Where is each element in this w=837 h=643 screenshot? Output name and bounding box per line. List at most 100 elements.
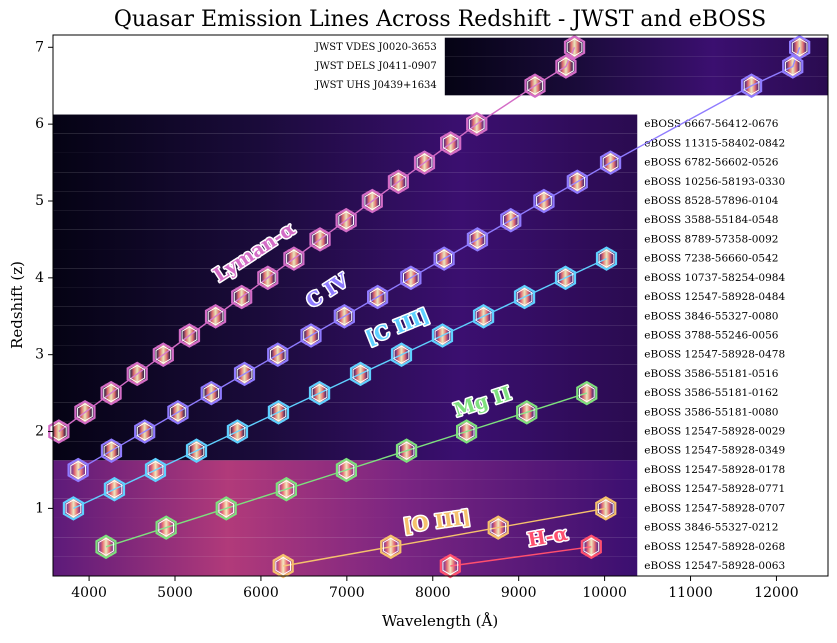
marker-outline xyxy=(218,499,235,518)
spectrum-strip xyxy=(53,287,638,307)
marker-outline xyxy=(147,460,164,480)
marker xyxy=(740,73,763,98)
marker xyxy=(433,246,455,271)
marker-outline xyxy=(516,287,533,307)
y-tick-label: 7 xyxy=(35,39,44,55)
marker xyxy=(563,35,586,60)
marker xyxy=(524,73,546,98)
spectrum-label: eBOSS 12547-58928-0707 xyxy=(644,502,785,514)
marker xyxy=(335,207,357,233)
spectrum-label: eBOSS 12547-58928-0063 xyxy=(644,560,785,572)
marker xyxy=(309,227,331,252)
marker-outline xyxy=(382,537,399,556)
emission-stripe xyxy=(792,37,807,57)
x-tick-label: 11000 xyxy=(668,585,713,601)
marker xyxy=(566,169,588,195)
marker-outline xyxy=(352,364,369,383)
marker xyxy=(152,342,174,367)
marker-outline xyxy=(390,172,407,191)
x-tick-label: 10000 xyxy=(582,585,627,601)
marker-outline xyxy=(303,326,319,345)
spectrum-label: eBOSS 3588-55184-0548 xyxy=(644,214,778,226)
marker-outline xyxy=(791,38,808,57)
marker xyxy=(456,419,478,444)
marker-outline xyxy=(416,153,433,172)
marker-outline xyxy=(170,403,186,422)
marker-outline xyxy=(598,249,615,268)
marker-outline xyxy=(103,384,119,403)
chart-title: Quasar Emission Lines Across Redshift - … xyxy=(114,7,766,32)
marker-outline xyxy=(579,384,595,403)
spectrum-label: eBOSS 3788-55246-0056 xyxy=(644,329,779,341)
marker xyxy=(300,323,322,348)
spectrum-label: eBOSS 10256-58193-0330 xyxy=(644,176,785,188)
marker xyxy=(257,265,279,291)
spectrum-label: eBOSS 6782-56602-0526 xyxy=(644,157,779,169)
marker xyxy=(576,380,598,406)
marker xyxy=(487,515,509,540)
x-tick-label: 4000 xyxy=(71,585,107,601)
emission-stripe xyxy=(598,498,613,518)
marker-outline xyxy=(207,307,224,326)
marker-outline xyxy=(490,518,507,537)
spectrum-strip xyxy=(53,421,638,442)
marker xyxy=(67,457,89,483)
spectrum-strip xyxy=(53,152,638,173)
spectrum-strip xyxy=(53,345,638,365)
marker-outline xyxy=(181,326,198,345)
x-tick-label: 8000 xyxy=(415,585,451,601)
marker-outline xyxy=(442,556,459,576)
spectrum-label: eBOSS 12547-58928-0029 xyxy=(644,426,785,438)
x-tick-label: 7000 xyxy=(329,585,365,601)
marker xyxy=(400,265,422,291)
emission-stripe xyxy=(276,556,291,576)
series-line xyxy=(450,546,592,567)
spectrum-label: eBOSS 3846-55327-0080 xyxy=(644,310,778,322)
spectrum-label: eBOSS 6667-56412-0676 xyxy=(644,118,779,130)
marker-outline xyxy=(469,230,486,249)
spectrum-label: eBOSS 12547-58928-0268 xyxy=(644,541,785,553)
marker xyxy=(513,284,536,310)
marker-outline xyxy=(286,249,302,268)
marker xyxy=(595,496,617,521)
spectrum-strip xyxy=(53,191,638,211)
marker-outline xyxy=(270,403,287,422)
spectrum-strip xyxy=(444,37,828,57)
spectrum-strip xyxy=(53,172,638,192)
y-tick-label: 3 xyxy=(35,347,44,363)
x-axis-label: Wavelength (Å) xyxy=(382,612,498,630)
spectrum-strip xyxy=(53,441,638,461)
marker-outline xyxy=(229,422,246,441)
spectrum-label: eBOSS 12547-58928-0478 xyxy=(644,349,785,361)
spectrum-label: eBOSS 12547-58928-0178 xyxy=(644,464,785,476)
marker-outline xyxy=(155,345,172,364)
marker-outline xyxy=(269,345,286,364)
marker xyxy=(167,400,189,425)
marker-outline xyxy=(434,326,451,345)
marker xyxy=(267,342,289,367)
marker-outline xyxy=(103,441,120,460)
spectrum-label: eBOSS 10737-58254-0984 xyxy=(644,272,785,284)
marker xyxy=(100,438,123,463)
marker-outline xyxy=(338,211,354,230)
marker xyxy=(554,265,577,291)
series-line xyxy=(283,507,606,567)
marker xyxy=(226,419,249,444)
spectrum-strip xyxy=(53,114,638,134)
spectrum-label: eBOSS 12547-58928-0349 xyxy=(644,445,785,457)
spectrum-label: eBOSS 3586-55181-0080 xyxy=(644,406,778,418)
marker xyxy=(555,54,577,79)
marker-outline xyxy=(369,287,386,307)
spectrum-strip xyxy=(53,325,638,346)
marker-outline xyxy=(70,460,86,480)
marker xyxy=(144,457,167,483)
marker-outline xyxy=(336,307,353,326)
marker xyxy=(62,496,85,521)
spectrum-strip xyxy=(53,402,638,422)
marker-outline xyxy=(569,172,586,191)
marker-outline xyxy=(275,556,291,576)
spectrum-label: eBOSS 8528-57896-0104 xyxy=(644,195,779,207)
spectrum-label: eBOSS 12547-58928-0771 xyxy=(644,483,785,495)
